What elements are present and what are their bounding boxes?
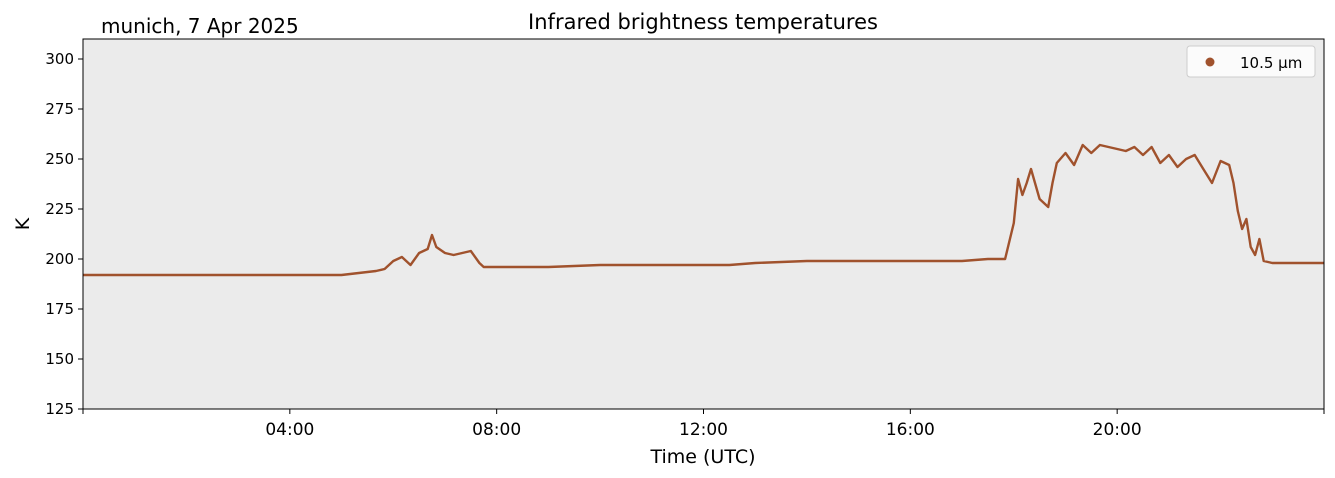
x-tick-label: 16:00 <box>886 420 935 440</box>
legend-marker <box>1205 57 1215 67</box>
y-tick-label: 200 <box>45 250 74 268</box>
legend: 10.5 µm <box>1186 45 1316 78</box>
y-tick-label: 225 <box>45 200 74 218</box>
x-tick-label: 12:00 <box>679 420 728 440</box>
plot-area <box>83 39 1324 409</box>
series-layer <box>83 143 1324 277</box>
x-axis: 04:00 08:00 12:00 16:00 20:00 <box>82 409 1325 440</box>
y-tick-label: 125 <box>45 400 74 418</box>
y-tick-label: 250 <box>45 150 74 168</box>
x-tick-label: 04:00 <box>265 420 314 440</box>
y-tick-label: 300 <box>45 50 74 68</box>
y-tick-label: 175 <box>45 300 74 318</box>
location-date-label: munich, 7 Apr 2025 <box>101 14 299 38</box>
legend-label: 10.5 µm <box>1240 54 1302 72</box>
x-tick-label: 20:00 <box>1093 420 1142 440</box>
chart-title: Infrared brightness temperatures <box>528 10 878 34</box>
series-line <box>83 143 1324 277</box>
y-axis-label: K <box>12 217 34 230</box>
x-axis-label: Time (UTC) <box>649 446 755 468</box>
x-tick-label: 08:00 <box>472 420 521 440</box>
y-tick-label: 275 <box>45 100 74 118</box>
legend-box <box>1186 45 1316 78</box>
y-tick-label: 150 <box>45 350 74 368</box>
y-axis: 125 150 175 200 225 250 275 300 <box>45 50 83 418</box>
